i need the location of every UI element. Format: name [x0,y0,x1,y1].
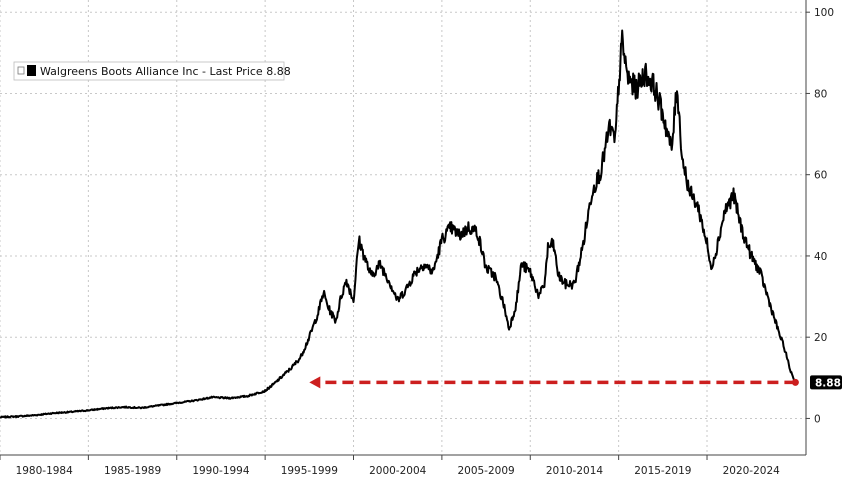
y-axis-ticks: 0 20 40 60 80 100 [806,7,834,425]
y-tick-label: 80 [814,88,827,100]
y-tick-label: 0 [814,413,821,425]
last-price-label-background [810,375,842,390]
x-tick-label: 2005-2009 [457,465,514,477]
x-tick-label: 1985-1989 [104,465,161,477]
x-tick-label: 2020-2024 [723,465,781,477]
last-price-label: 8.88 [810,375,842,390]
price-line [0,29,797,419]
y-tick-label: 100 [814,7,834,19]
legend: Walgreens Boots Alliance Inc - Last Pric… [13,61,291,81]
last-price-label-text: 8.88 [815,377,841,389]
arrow-end-dot [791,378,799,386]
legend-swatch [27,65,36,76]
x-tick-label: 1995-1999 [281,465,338,477]
x-tick-label: 1990-1994 [192,465,250,477]
legend-toggle-icon [17,66,25,75]
legend-box [13,61,285,81]
last-price-arrow [309,376,799,389]
x-tick-label: 2015-2019 [634,465,691,477]
y-tick-label: 60 [814,170,827,182]
arrow-head [309,376,321,389]
price-series [0,29,797,419]
y-tick-label: 20 [814,332,827,344]
x-tick-label: 2010-2014 [546,465,604,477]
x-tick-label: 2000-2004 [369,465,427,477]
x-axis-ticks: 1980-1984 1985-1989 1990-1994 1995-1999 2000… [0,455,780,477]
y-tick-label: 40 [814,251,827,263]
x-tick-label: 1980-1984 [16,465,74,477]
legend-label: Walgreens Boots Alliance Inc - Last Pric… [40,65,291,78]
